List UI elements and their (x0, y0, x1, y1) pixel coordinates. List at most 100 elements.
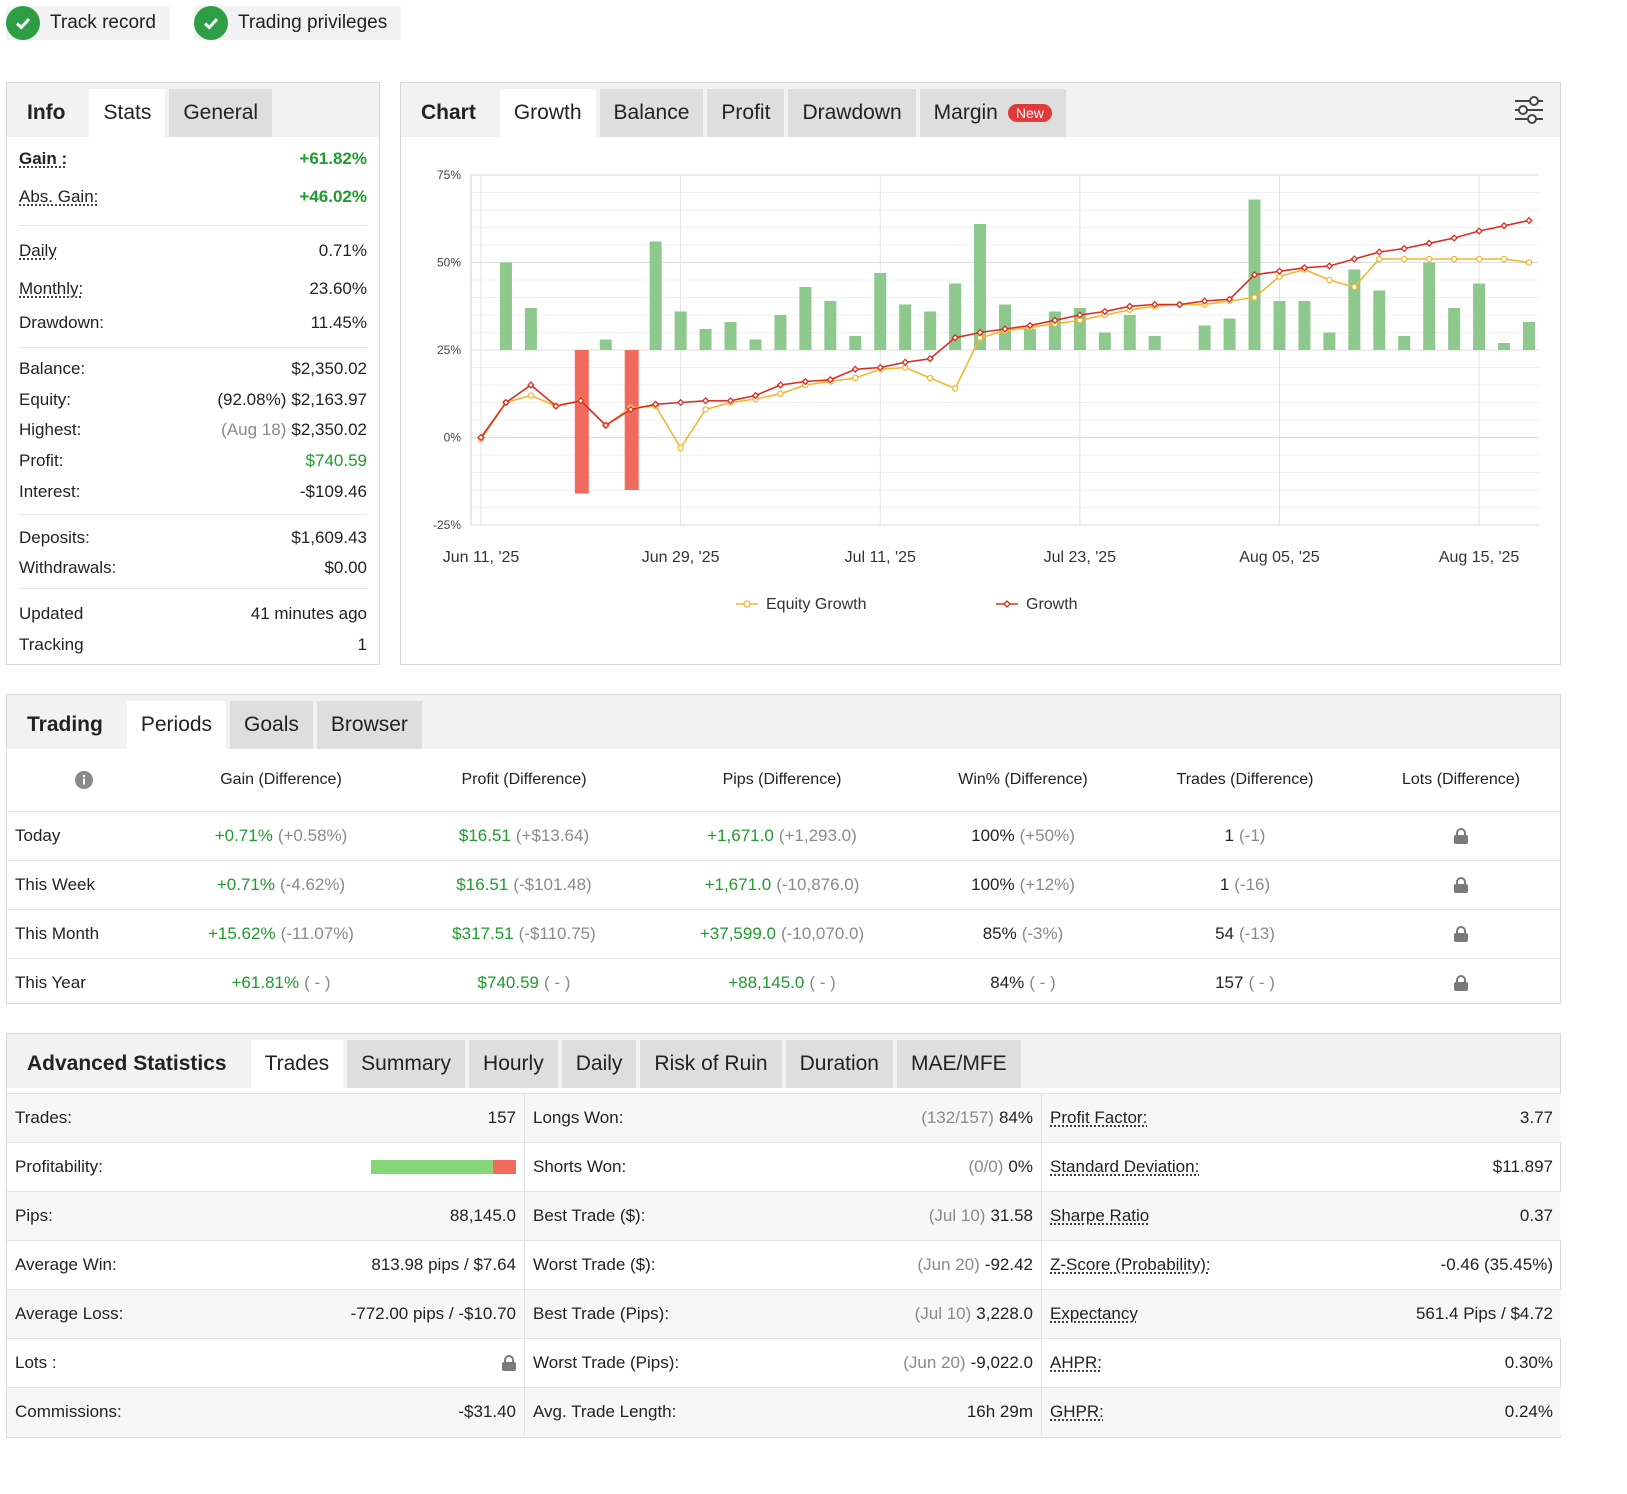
series-point (1225, 295, 1234, 303)
adv-stat-value-wrap: 0.37 (1520, 1206, 1553, 1226)
info-label[interactable]: Gain : (19, 149, 68, 168)
header-profit: Profit (Difference) (461, 771, 587, 788)
tab-info[interactable]: Info (27, 101, 66, 124)
adv-stat-row: Avg. Trade Length: 16h 29m (524, 1387, 1041, 1436)
adv-stat-label[interactable]: Profit Factor: (1050, 1108, 1148, 1127)
chart-bar (1473, 283, 1486, 350)
info-icon[interactable] (7, 749, 161, 811)
adv-stat-label[interactable]: GHPR: (1050, 1402, 1104, 1421)
tab-drawdown[interactable]: Drawdown (788, 89, 916, 137)
tab-summary[interactable]: Summary (347, 1040, 466, 1088)
series-point (1076, 311, 1084, 319)
adv-stat-row: Z-Score (Probability): -0.46 (35.45%) (1041, 1240, 1561, 1289)
tab-profit[interactable]: Profit (707, 89, 785, 137)
legend-item[interactable]: Growth (996, 596, 1078, 613)
adv-stat-row: Pips: 88,145.0 (7, 1191, 524, 1240)
lock-icon (1454, 975, 1468, 991)
adv-stat-value: 3,228.0 (976, 1304, 1033, 1323)
series-point (1500, 222, 1508, 230)
tab-periods[interactable]: Periods (126, 701, 227, 749)
tab-goals[interactable]: Goals (230, 701, 313, 749)
adv-stat-note: (0/0) (968, 1157, 1004, 1176)
tab-duration[interactable]: Duration (785, 1040, 893, 1088)
info-value: 11.45% (310, 313, 367, 332)
info-row: Withdrawals: $0.00 (19, 556, 367, 580)
trading-privileges-badge[interactable]: Trading privileges (194, 6, 402, 40)
adv-stat-label[interactable]: Standard Deviation: (1050, 1157, 1200, 1176)
period-profit-cell: $740.59 ( - ) (401, 959, 647, 1007)
period-gain-cell: +0.71% (+0.58%) (161, 812, 401, 860)
header-gain: Gain (Difference) (220, 771, 342, 788)
adv-stat-row: Expectancy 561.4 Pips / $4.72 (1041, 1289, 1561, 1338)
info-value: 1 (357, 635, 367, 654)
adv-stat-label[interactable]: Z-Score (Probability): (1050, 1255, 1211, 1274)
info-label: Withdrawals: (19, 558, 117, 577)
info-label: Profit: (19, 451, 64, 470)
info-row: Monthly: 23.60% (19, 277, 367, 301)
tab-mae-mfe[interactable]: MAE/MFE (897, 1040, 1021, 1088)
tab-advanced-statistics[interactable]: Advanced Statistics (27, 1052, 227, 1075)
chart-bar (524, 308, 537, 350)
adv-stat-row: Best Trade ($): (Jul 10) 31.58 (524, 1191, 1041, 1240)
period-pips-cell: +88,145.0( - ) (647, 959, 917, 1007)
adv-stat-label[interactable]: AHPR: (1050, 1353, 1102, 1372)
chart-bar (774, 315, 787, 350)
divider (19, 514, 367, 515)
period-gain-diff: (-4.62%) (279, 875, 346, 894)
chart-bar (1423, 262, 1436, 350)
tab-general[interactable]: General (169, 89, 273, 137)
tab-margin[interactable]: Margin New (919, 89, 1066, 137)
period-pips-cell: +1,671.0 (-10,876.0) (647, 861, 917, 909)
adv-stat-value-wrap: (Jun 20) -92.42 (917, 1255, 1033, 1275)
adv-stat-label: Average Win: (15, 1255, 117, 1274)
period-trades-value: 54 (1215, 924, 1234, 943)
series-point (1275, 267, 1284, 275)
info-row: Daily 0.71% (19, 239, 367, 263)
info-label: Interest: (19, 482, 81, 501)
info-row: Drawdown: 11.45% (19, 311, 367, 335)
track-record-badge[interactable]: Track record (6, 6, 170, 40)
series-point (677, 444, 684, 452)
tab-trades[interactable]: Trades (250, 1040, 344, 1088)
sliders-icon[interactable] (1512, 93, 1546, 127)
adv-stat-label: Pips: (15, 1206, 53, 1225)
period-profit-value: $16.51 (458, 826, 511, 845)
tab-daily[interactable]: Daily (561, 1040, 637, 1088)
badge-label: Track record (50, 12, 156, 33)
series-point (1150, 300, 1159, 309)
period-trades-diff: (-13) (1239, 924, 1275, 943)
info-label[interactable]: Daily (19, 241, 57, 260)
series-point (502, 398, 510, 407)
info-label[interactable]: Abs. Gain: (19, 187, 99, 206)
adv-stat-label[interactable]: Sharpe Ratio (1050, 1206, 1150, 1225)
tab-balance[interactable]: Balance (599, 89, 704, 137)
period-profit-value: $16.51 (456, 875, 509, 894)
legend-item[interactable]: Equity Growth (736, 596, 866, 613)
series-point (1300, 264, 1309, 272)
info-row: Updated 41 minutes ago (19, 602, 367, 626)
header-win: Win% (Difference) (958, 771, 1088, 788)
tab-browser[interactable]: Browser (316, 701, 422, 749)
info-label[interactable]: Monthly: (19, 279, 84, 298)
period-pips-value: +88,145.0 (728, 973, 805, 992)
period-win-diff: ( - ) (1029, 973, 1056, 992)
tab-trading[interactable]: Trading (27, 713, 103, 736)
period-lots-cell (1361, 959, 1561, 1007)
x-tick-label: Jun 11, '25 (443, 549, 520, 566)
series-point (1001, 325, 1009, 333)
adv-stat-label[interactable]: Expectancy (1050, 1304, 1138, 1323)
tab-chart[interactable]: Chart (421, 101, 476, 124)
tab-stats[interactable]: Stats (89, 89, 166, 137)
info-label: Tracking (19, 635, 84, 654)
info-value: $1,609.43 (291, 528, 367, 547)
series-point (1325, 262, 1334, 270)
tab-hourly[interactable]: Hourly (469, 1040, 558, 1088)
period-profit-diff: (-$110.75) (518, 924, 596, 943)
adv-stat-value: 84% (998, 1108, 1033, 1127)
info-label: Drawdown: (19, 313, 105, 332)
tab-growth[interactable]: Growth (499, 89, 596, 137)
info-panel: Info Stats General Gain : +61.82% Abs. Gai… (6, 82, 380, 665)
tab-risk-of-ruin[interactable]: Risk of Ruin (640, 1040, 782, 1088)
series-point (1375, 248, 1384, 256)
period-label: This Week (15, 875, 95, 894)
